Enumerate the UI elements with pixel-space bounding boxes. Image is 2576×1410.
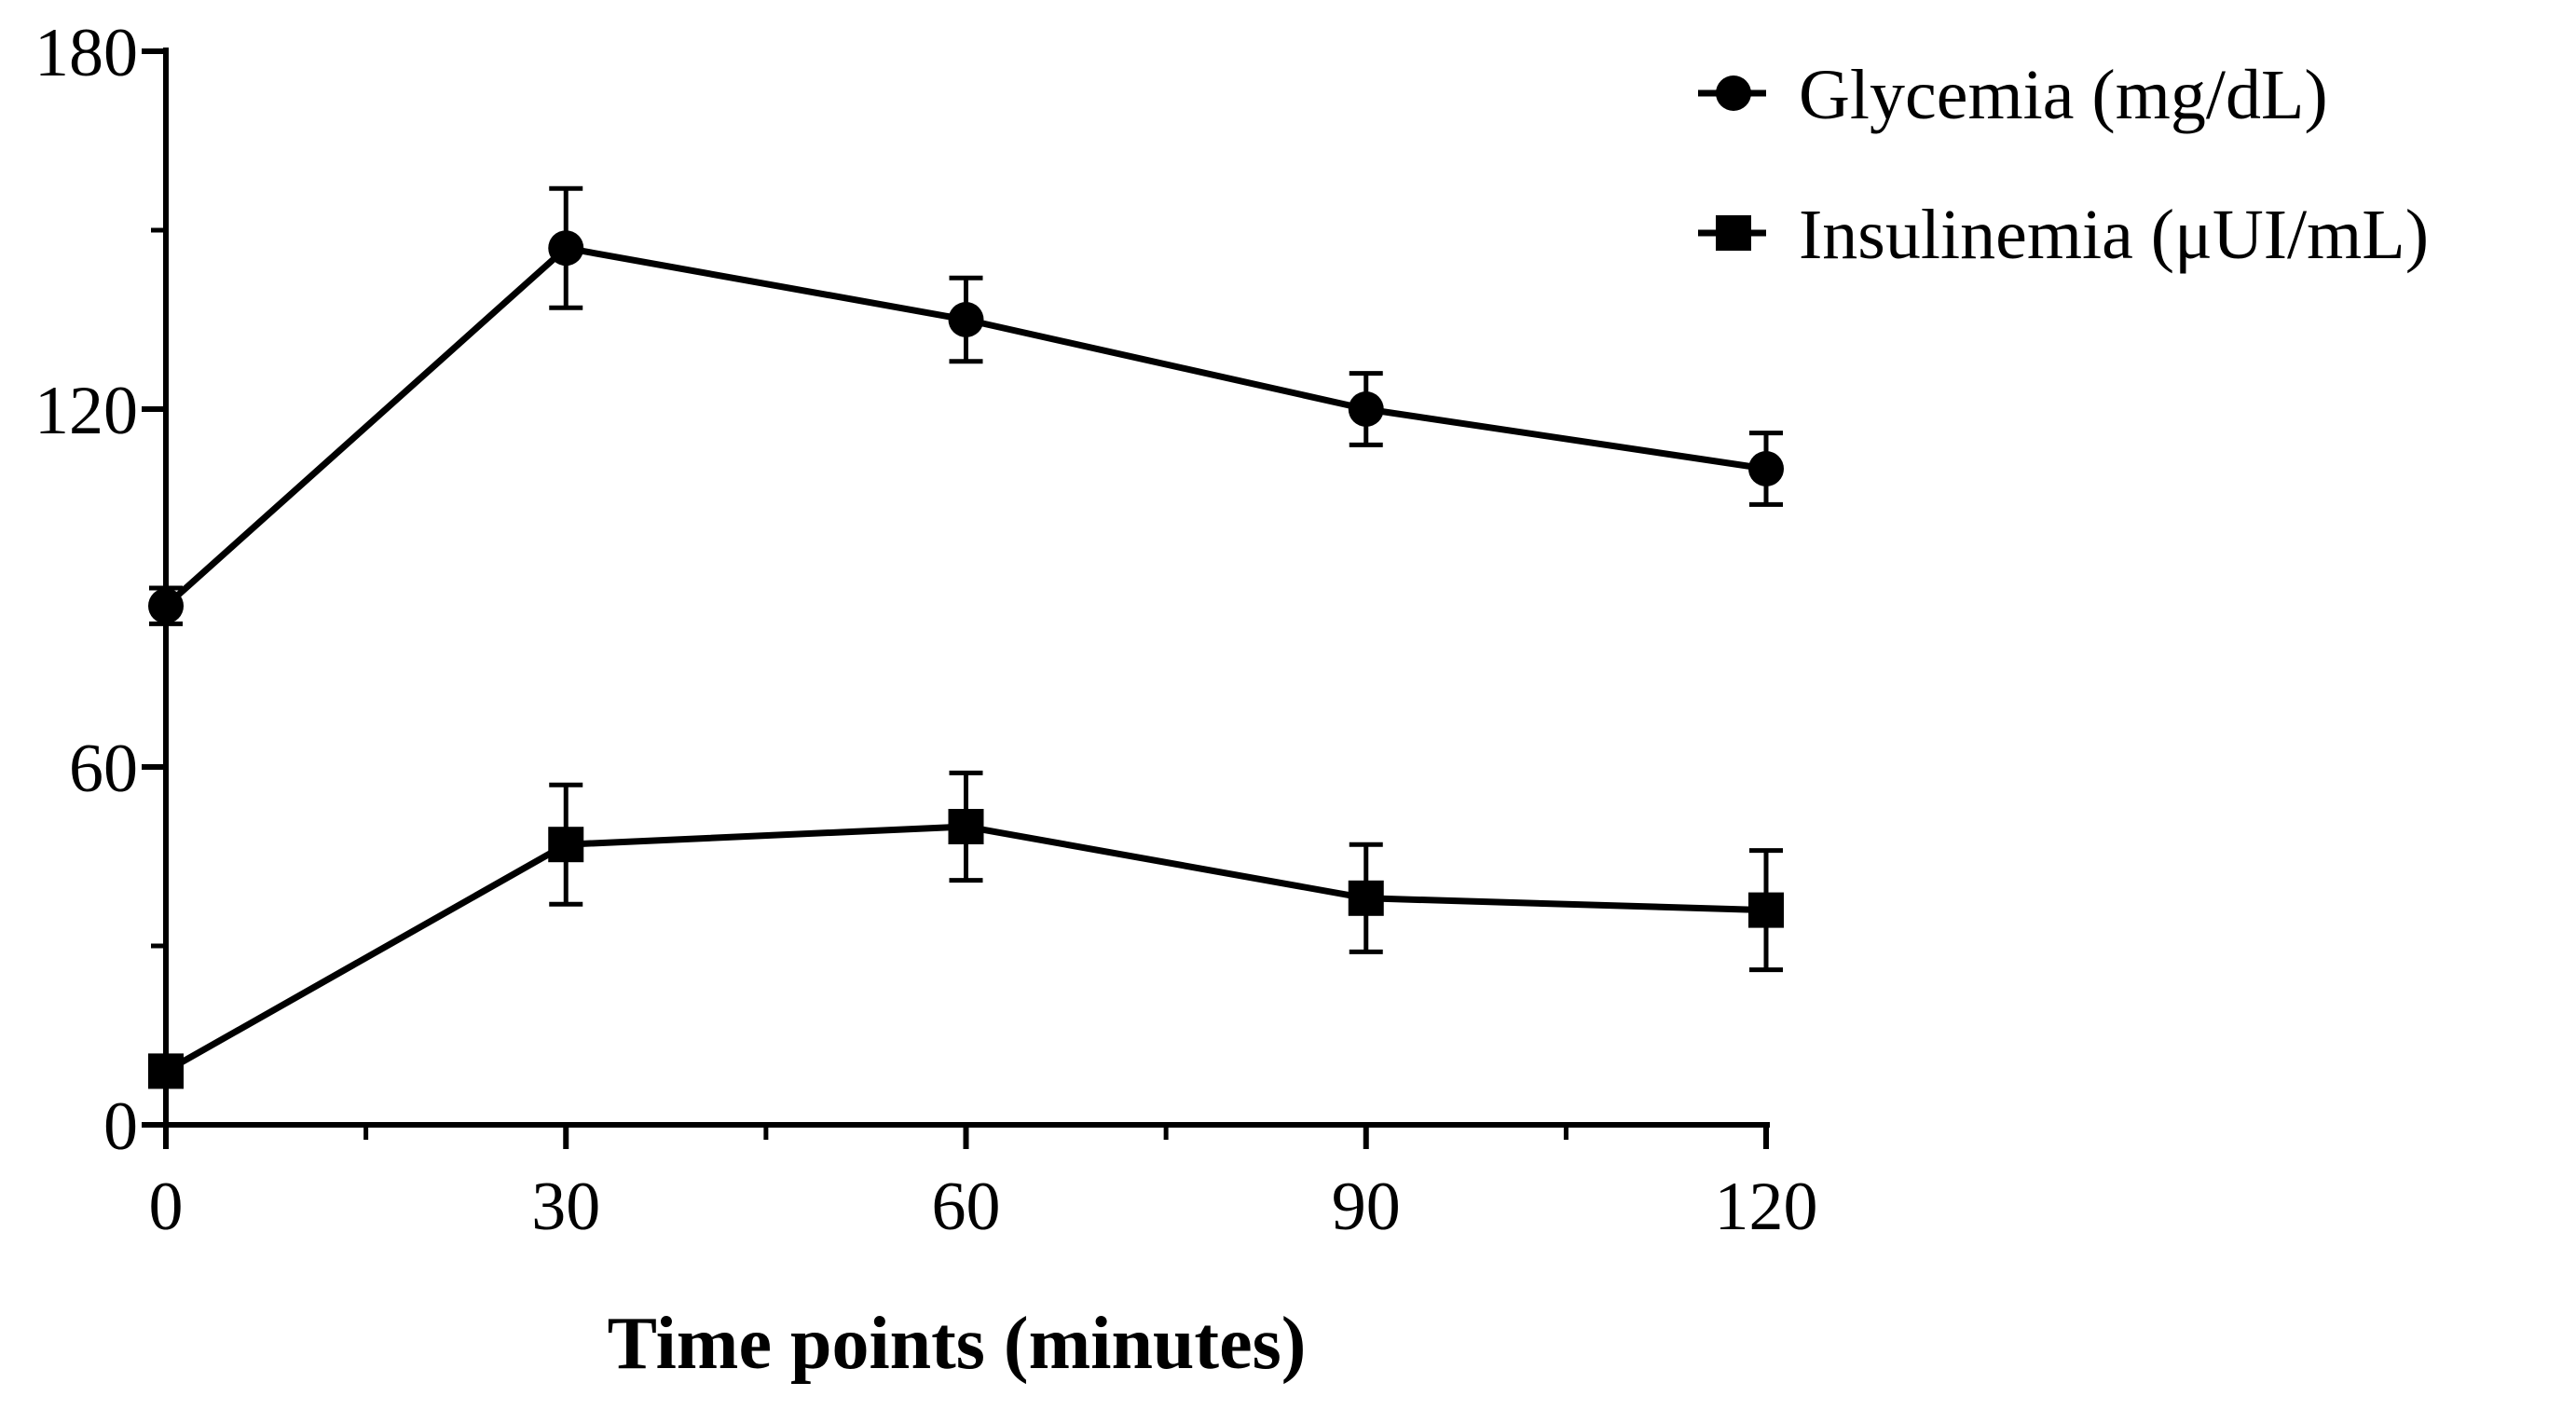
chart-legend: Glycemia (mg/dL) Insulinemia (μUI/mL) — [1698, 56, 2429, 274]
data-point-square — [148, 1053, 184, 1089]
y-tick-label: 120 — [34, 373, 138, 449]
x-axis-title: Time points (minutes) — [608, 1303, 1307, 1385]
legend-label: Glycemia (mg/dL) — [1799, 56, 2328, 134]
series-glycemia — [148, 185, 1784, 626]
chart-axes: 0 60 120 180 0 30 60 90 120 — [34, 15, 1818, 1245]
chart-series — [148, 185, 1784, 1089]
y-tick-label: 0 — [103, 1088, 138, 1165]
data-point-square — [1748, 892, 1784, 928]
x-tick-label: 0 — [149, 1169, 184, 1245]
data-point-circle — [548, 230, 584, 267]
x-tick-label: 30 — [531, 1169, 600, 1245]
legend-label: Insulinemia (μUI/mL) — [1799, 196, 2429, 274]
legend-marker-circle — [1716, 75, 1751, 111]
x-tick-label: 60 — [932, 1169, 1001, 1245]
series-insulinemia — [148, 770, 1784, 1089]
data-point-circle — [1748, 451, 1784, 486]
y-tick-label: 60 — [69, 731, 138, 807]
data-point-circle — [1348, 391, 1384, 427]
y-tick-label: 180 — [34, 15, 138, 91]
data-point-circle — [948, 302, 984, 337]
data-point-square — [948, 809, 984, 844]
legend-marker-square — [1716, 215, 1751, 251]
legend-item: Insulinemia (μUI/mL) — [1698, 196, 2429, 274]
x-tick-label: 120 — [1715, 1169, 1818, 1245]
x-tick-label: 90 — [1332, 1169, 1401, 1245]
data-point-square — [548, 827, 584, 863]
data-point-square — [1348, 880, 1384, 916]
data-point-circle — [148, 588, 184, 624]
legend-item: Glycemia (mg/dL) — [1698, 56, 2328, 134]
